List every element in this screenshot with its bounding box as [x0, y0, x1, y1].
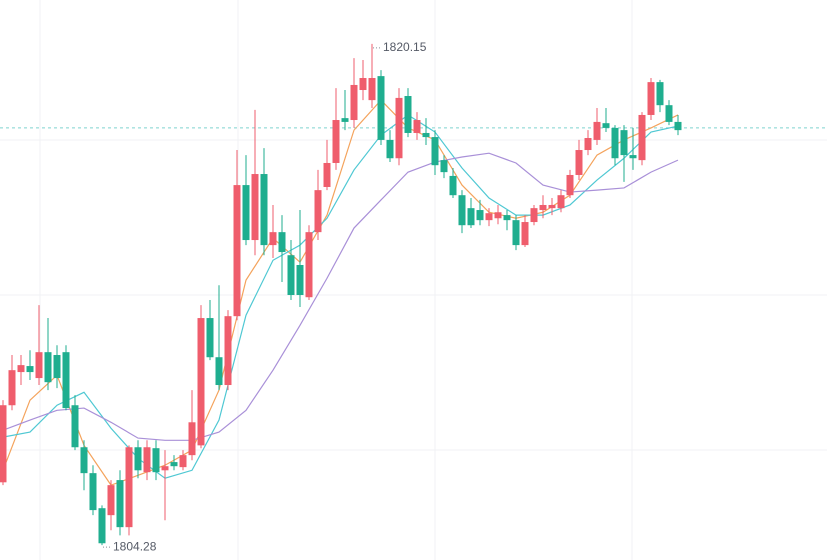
candle-body [0, 405, 7, 483]
candle-body [404, 96, 412, 133]
candle-body [485, 213, 493, 221]
candle-body [395, 97, 403, 159]
candle-body [98, 508, 106, 544]
candle-body [503, 215, 511, 221]
candle-body [566, 174, 574, 196]
candle-body [152, 448, 160, 473]
candle-body [17, 365, 25, 373]
candle-body [26, 366, 34, 373]
candle-body [368, 78, 376, 101]
moving-average-line [2, 114, 679, 479]
candle-body [386, 139, 394, 159]
candle-body [620, 130, 628, 156]
candle-body [125, 447, 133, 528]
candle-body [431, 137, 439, 166]
candle-body [80, 447, 88, 474]
candle-body [224, 316, 232, 386]
candle-body [476, 210, 484, 221]
candle-body [611, 127, 619, 159]
candle-body [467, 208, 475, 226]
candle-body [170, 462, 178, 467]
candle-body [422, 132, 430, 138]
candle-body [251, 174, 259, 241]
candle-body [143, 447, 151, 473]
candle-body [35, 352, 43, 379]
candle-body [107, 485, 115, 516]
candle-body [233, 185, 241, 317]
moving-average-line [2, 99, 679, 486]
candle-body [296, 264, 304, 296]
candle-body [350, 84, 358, 121]
candle-body [512, 220, 520, 246]
candle-body [62, 352, 70, 409]
candle-body [593, 121, 601, 140]
candle-body [305, 232, 313, 298]
candle-body [494, 212, 502, 219]
candle-body [215, 357, 223, 386]
candle-body [332, 120, 340, 163]
candle-body [53, 355, 61, 379]
candle-body [413, 120, 421, 133]
annotation-label: 1820.15 [383, 40, 427, 54]
candle-body [674, 121, 682, 131]
candle-body [116, 480, 124, 528]
candle-body [206, 318, 214, 358]
candle-body [71, 405, 79, 448]
candle-body [557, 195, 565, 209]
candle-body [260, 174, 268, 246]
candle-body [134, 447, 142, 471]
candle-body [8, 370, 16, 406]
candle-body [638, 114, 646, 161]
candle-body [521, 222, 529, 246]
candle-body [629, 155, 637, 159]
candle-body [323, 162, 331, 187]
candle-body [458, 195, 466, 226]
candle-body [584, 138, 592, 151]
candle-body [341, 118, 349, 122]
candle-body [548, 204, 556, 209]
candle-body [89, 473, 97, 511]
candle-body [665, 105, 673, 122]
moving-average-line [2, 152, 679, 441]
candle-body [242, 185, 250, 241]
candle-body [188, 422, 196, 456]
candle-body [161, 466, 169, 471]
candle-body [278, 232, 286, 253]
candle-body [449, 175, 457, 196]
candle-body [530, 208, 538, 223]
candle-body [179, 455, 187, 468]
candle-body [377, 76, 385, 140]
candle-body [656, 82, 664, 106]
candle-body [539, 204, 547, 211]
candle-body [647, 82, 655, 115]
candle-body [269, 232, 277, 246]
candle-body [575, 150, 583, 175]
annotation-label: 1804.28 [113, 539, 157, 553]
candle-body [314, 190, 322, 233]
candle-body [359, 78, 367, 91]
candle-body [287, 255, 295, 296]
candle-body [440, 160, 448, 173]
candle-body [602, 123, 610, 128]
candle-body [197, 318, 205, 446]
candle-body [44, 352, 52, 383]
